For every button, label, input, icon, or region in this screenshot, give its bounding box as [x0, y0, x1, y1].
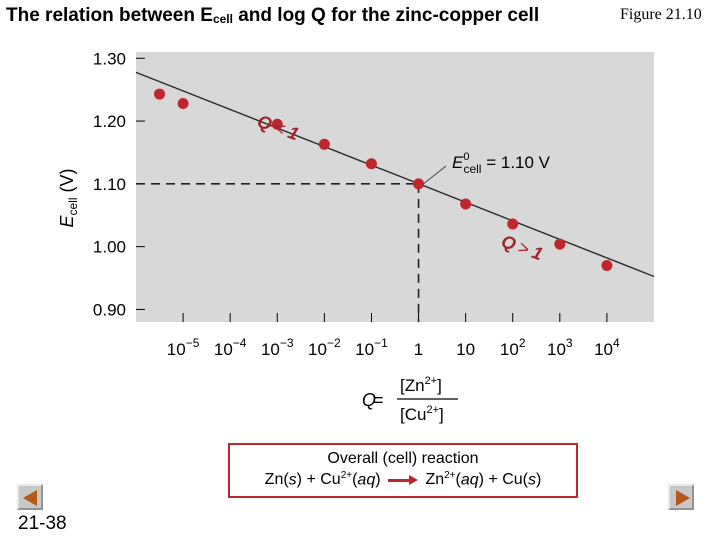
annotation-q-greater-than-1: Q>1 — [499, 231, 546, 264]
y-tick-label: 1.10 — [93, 175, 126, 194]
data-point — [554, 238, 566, 250]
svg-text:[Cu2+]: [Cu2+] — [400, 404, 444, 424]
products: Zn2+(aq) + Cu(s) — [425, 470, 542, 489]
plot-area — [136, 52, 654, 322]
data-point — [177, 97, 189, 109]
x-tick-label: 10−3 — [261, 336, 294, 359]
next-slide-button[interactable] — [668, 484, 694, 510]
slide-title: The relation between Ecell and log Q for… — [6, 5, 540, 26]
trend-line — [135, 71, 655, 278]
x-tick-label: 10−4 — [214, 336, 247, 359]
prev-arrow-icon — [23, 490, 37, 506]
log-q-chart: 0.90 1.00 1.10 1.20 1.30 10−5 10−4 10−3 10−2 10−… — [57, 49, 655, 424]
slide-number: 21-38 — [18, 513, 67, 534]
y-tick-label: 1.30 — [93, 49, 126, 68]
svg-text:[Zn2+]: [Zn2+] — [400, 375, 442, 395]
x-tick-label: 10 — [456, 340, 475, 359]
svg-text:=: = — [373, 390, 384, 410]
data-point — [271, 118, 283, 130]
data-point — [413, 178, 425, 190]
x-axis-label: Q = [Zn2+] [Cu2+] — [362, 375, 458, 424]
svg-text:Q: Q — [362, 390, 376, 410]
x-tick-label: 103 — [547, 336, 573, 359]
figure-label: Figure 21.10 — [620, 6, 702, 23]
y-tick-label: 1.20 — [93, 112, 126, 131]
reaction-arrow-icon — [388, 475, 418, 486]
data-point — [365, 158, 377, 170]
y-tick-label: 1.00 — [93, 238, 126, 257]
y-tick-label: 0.90 — [93, 300, 126, 319]
prev-slide-button[interactable] — [17, 484, 43, 510]
x-tick-label: 1 — [414, 340, 423, 359]
next-arrow-icon — [676, 490, 690, 506]
y-axis-label: Ecell (V) — [57, 168, 80, 227]
reaction-equation: Zn(s) + Cu2+(aq) Zn2+(aq) + Cu(s) — [230, 470, 576, 489]
annotation-standard-potential: E0 cell = 1.10 V — [452, 151, 551, 176]
data-point — [460, 198, 472, 210]
x-tick-label: 10−1 — [355, 336, 388, 359]
reaction-heading: Overall (cell) reaction — [327, 450, 479, 467]
x-tick-label: 102 — [500, 336, 526, 359]
data-point — [507, 218, 519, 230]
x-tick-label: 10−5 — [167, 336, 200, 359]
cell-reaction-box: Overall (cell) reaction Zn(s) + Cu2+(aq)… — [228, 443, 578, 498]
data-point — [601, 259, 613, 271]
x-tick-label: 104 — [594, 336, 620, 359]
data-point — [318, 138, 330, 150]
reactants: Zn(s) + Cu2+(aq) — [264, 470, 381, 489]
data-point — [154, 88, 166, 100]
x-tick-label: 10−2 — [308, 336, 341, 359]
